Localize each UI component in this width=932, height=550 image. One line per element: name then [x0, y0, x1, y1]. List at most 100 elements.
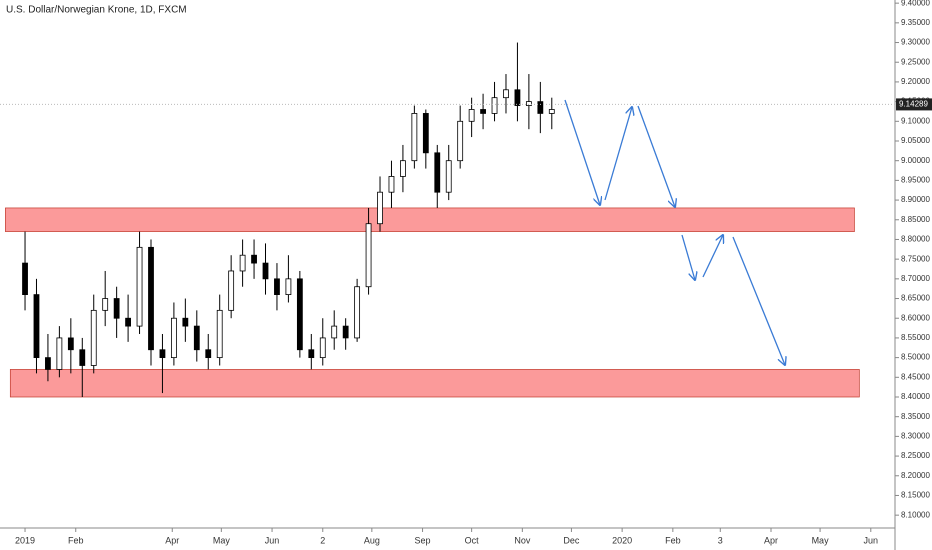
x-tick-label: Aug — [364, 535, 380, 545]
candle-body — [377, 191, 383, 225]
x-tick-label: May — [213, 535, 231, 545]
candle-body — [503, 89, 509, 99]
candle-body — [251, 254, 257, 264]
y-tick-label: 8.35000 — [901, 412, 930, 421]
y-tick-label: 8.70000 — [901, 274, 930, 283]
y-tick-label: 8.95000 — [901, 175, 930, 184]
x-tick-label: Jun — [864, 535, 879, 545]
candle-body — [537, 101, 544, 114]
candle-body — [170, 317, 177, 359]
y-tick-label: 9.40000 — [901, 0, 930, 7]
candle-body — [159, 349, 166, 359]
y-tick-label: 8.25000 — [901, 451, 930, 460]
y-tick-label: 8.45000 — [901, 372, 930, 381]
y-tick-label: 8.55000 — [901, 333, 930, 342]
candle-body — [480, 109, 486, 114]
candle-body — [182, 317, 189, 327]
candle-body — [56, 337, 63, 370]
y-tick-label: 8.85000 — [901, 215, 930, 224]
zone — [5, 207, 855, 232]
candle-body — [422, 113, 429, 154]
arrow — [681, 234, 695, 280]
candle-body — [525, 101, 532, 106]
x-tick-label: Dec — [563, 535, 580, 545]
candle-body — [90, 309, 97, 366]
last-price-label: 9.14289 — [899, 100, 928, 109]
x-tick-label: May — [812, 535, 830, 545]
candle-body — [33, 294, 40, 359]
candle-body — [400, 160, 406, 177]
y-tick-label: 9.05000 — [901, 136, 930, 145]
y-tick-label: 8.15000 — [901, 491, 930, 500]
y-tick-label: 8.65000 — [901, 294, 930, 303]
candle-body — [274, 278, 280, 295]
y-tick-label: 9.00000 — [901, 156, 930, 165]
candles — [22, 42, 555, 397]
candle-body — [296, 278, 303, 351]
x-tick-label: Oct — [465, 535, 480, 545]
candle-body — [228, 270, 235, 311]
forecast-arrows — [564, 99, 785, 365]
candle-body — [216, 309, 223, 359]
x-tick-label: Feb — [665, 535, 681, 545]
x-tick-label: 2 — [320, 535, 325, 545]
candle-body — [365, 223, 372, 288]
x-tick-label: Apr — [165, 535, 179, 545]
candle-body — [308, 349, 315, 359]
candle-body — [354, 286, 361, 339]
x-tick-label: 3 — [718, 535, 723, 545]
arrow — [732, 236, 785, 365]
y-tick-label: 9.35000 — [901, 18, 930, 27]
candle-body — [45, 357, 51, 370]
zone — [9, 369, 860, 398]
y-tick-label: 9.25000 — [901, 57, 930, 66]
candle-body — [148, 246, 154, 351]
x-tick-label: Apr — [764, 535, 778, 545]
y-tick-label: 8.20000 — [901, 471, 930, 480]
candle-body — [514, 89, 521, 106]
x-tick-label: 2019 — [15, 535, 35, 545]
arrow — [564, 99, 600, 205]
candle-body — [102, 298, 109, 311]
candle-body — [193, 325, 200, 351]
y-tick-label: 9.30000 — [901, 38, 930, 47]
candle-body — [331, 325, 338, 339]
y-tick-label: 8.75000 — [901, 254, 930, 263]
arrow — [637, 105, 675, 207]
candle-body — [262, 262, 269, 280]
y-tick-label: 8.90000 — [901, 195, 930, 204]
y-tick-label: 8.10000 — [901, 510, 930, 519]
candle-body — [136, 246, 143, 327]
candle-body — [434, 152, 441, 193]
candle-body — [491, 97, 498, 114]
x-tick-label: Feb — [68, 535, 84, 545]
last-price-box — [896, 98, 932, 111]
candle-body — [285, 278, 292, 295]
x-tick-label: 2020 — [612, 535, 632, 545]
x-tick-label: Sep — [415, 535, 431, 545]
candle-body — [205, 349, 212, 359]
zones — [5, 207, 860, 398]
y-tick-label: 9.10000 — [901, 116, 930, 125]
candle-body — [342, 325, 349, 339]
candle-body — [445, 160, 452, 193]
candle-body — [319, 337, 326, 359]
y-tick-label: 8.30000 — [901, 431, 930, 440]
candle-body — [113, 298, 120, 319]
x-tick-label: Jun — [265, 535, 280, 545]
arrow — [604, 107, 632, 201]
x-tick-label: Nov — [514, 535, 531, 545]
candle-body — [22, 262, 28, 295]
candle-body — [388, 176, 395, 193]
candle-body — [468, 109, 475, 122]
candle-body — [125, 317, 131, 327]
candle-body — [239, 254, 246, 272]
candle-body — [411, 113, 418, 162]
candle-body — [548, 109, 555, 114]
candle-body — [457, 120, 464, 162]
chart-title: U.S. Dollar/Norwegian Krone, 1D, FXCM — [6, 5, 187, 16]
candle-body — [67, 337, 74, 351]
y-tick-label: 8.60000 — [901, 313, 930, 322]
